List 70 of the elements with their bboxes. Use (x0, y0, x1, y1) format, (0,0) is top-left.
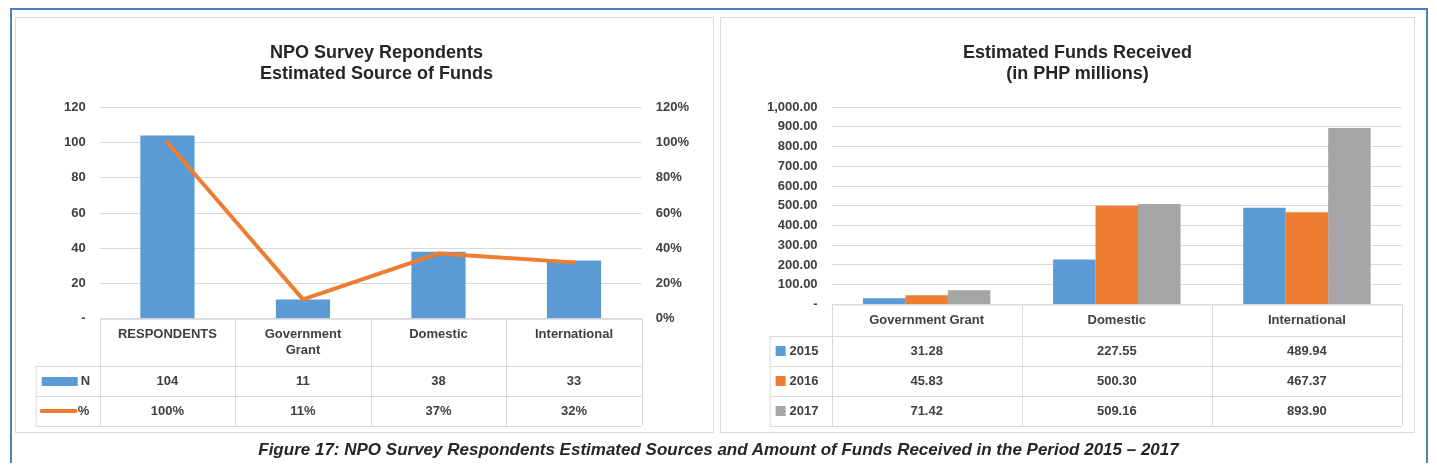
x-tick-label: RESPONDENTS (117, 326, 218, 342)
data-label: 500.30 (1096, 372, 1137, 388)
data-label: 104 (156, 372, 180, 388)
caption: Figure 17: NPO Survey Respondents Estimated Sources and Amount of Funds Received in the Period 2015 – 2017 (257, 440, 1181, 460)
y-tick-label: 600.00 (777, 177, 818, 193)
bar (1053, 259, 1096, 304)
x-tick-label: International (1267, 311, 1346, 327)
data-label: 71.42 (910, 402, 943, 418)
y-tick-label: 100.00 (777, 276, 818, 292)
y2-tick-label: 100% (655, 134, 690, 150)
bar (947, 290, 991, 304)
data-label: 100% (150, 402, 185, 418)
legend-label: 2015 (789, 342, 819, 358)
bar (862, 298, 906, 304)
x-tick-label: Domestic (1087, 311, 1147, 327)
bar (1285, 212, 1329, 304)
y2-tick-label: 80% (655, 169, 683, 185)
data-label: 11% (290, 402, 317, 418)
bar (905, 295, 948, 304)
chart-title: NPO Survey Repondents Estimated Source of Funds (259, 41, 494, 84)
legend-label: % (77, 402, 90, 418)
data-label: 509.16 (1096, 402, 1137, 418)
y-tick-label: - (81, 310, 86, 326)
y-tick-label: 100 (63, 134, 86, 150)
y2-tick-label: 20% (655, 275, 683, 291)
legend-label: 2017 (789, 402, 819, 418)
bar (275, 299, 331, 319)
y-tick-label: 400.00 (777, 217, 818, 233)
y-tick-label: 500.00 (777, 197, 818, 213)
data-label: 227.55 (1096, 342, 1137, 358)
y-tick-label: 900.00 (777, 118, 818, 134)
data-label: 38 (431, 372, 446, 388)
bar (1095, 205, 1139, 304)
y-tick-label: 120 (63, 98, 86, 114)
bar (1328, 128, 1371, 304)
legend-label: N (80, 372, 91, 388)
chart-title: Estimated Funds Received (in PHP millions) (962, 41, 1193, 84)
y-tick-label: 200.00 (777, 256, 818, 272)
y2-tick-label: 120% (655, 98, 690, 114)
x-tick-label: Government Grant (869, 311, 985, 327)
y-tick-label: 20 (71, 275, 86, 291)
data-label: 37% (425, 402, 452, 418)
bar (411, 251, 466, 319)
legend-label: 2016 (789, 372, 819, 388)
bar (140, 135, 195, 319)
y2-tick-label: 60% (655, 204, 683, 220)
bar (1243, 207, 1286, 304)
data-label: 489.94 (1287, 342, 1328, 358)
data-label: 893.90 (1287, 402, 1327, 418)
y2-tick-label: 40% (655, 239, 683, 255)
data-label: 11 (296, 372, 310, 388)
y-tick-label: 80 (71, 169, 86, 185)
x-tick-label: Domestic (409, 326, 468, 342)
data-label: 33 (566, 372, 582, 388)
bar (546, 260, 602, 319)
y-tick-label: 300.00 (777, 236, 818, 252)
y-tick-label: 700.00 (777, 157, 818, 173)
y-tick-label: 60 (71, 204, 86, 220)
y-tick-label: 1,000.00 (766, 98, 818, 114)
y2-tick-label: 0% (655, 310, 675, 326)
y-tick-label: 800.00 (777, 138, 818, 154)
data-label: 45.83 (910, 372, 943, 388)
data-label: 467.37 (1287, 372, 1327, 388)
y-tick-label: - (813, 295, 818, 311)
y-tick-label: 40 (71, 239, 86, 255)
data-label: 31.28 (910, 342, 943, 358)
x-tick-label: International (534, 326, 613, 342)
bar (1138, 203, 1181, 304)
data-label: 32% (560, 402, 588, 418)
x-tick-label: Government Grant (264, 326, 342, 357)
